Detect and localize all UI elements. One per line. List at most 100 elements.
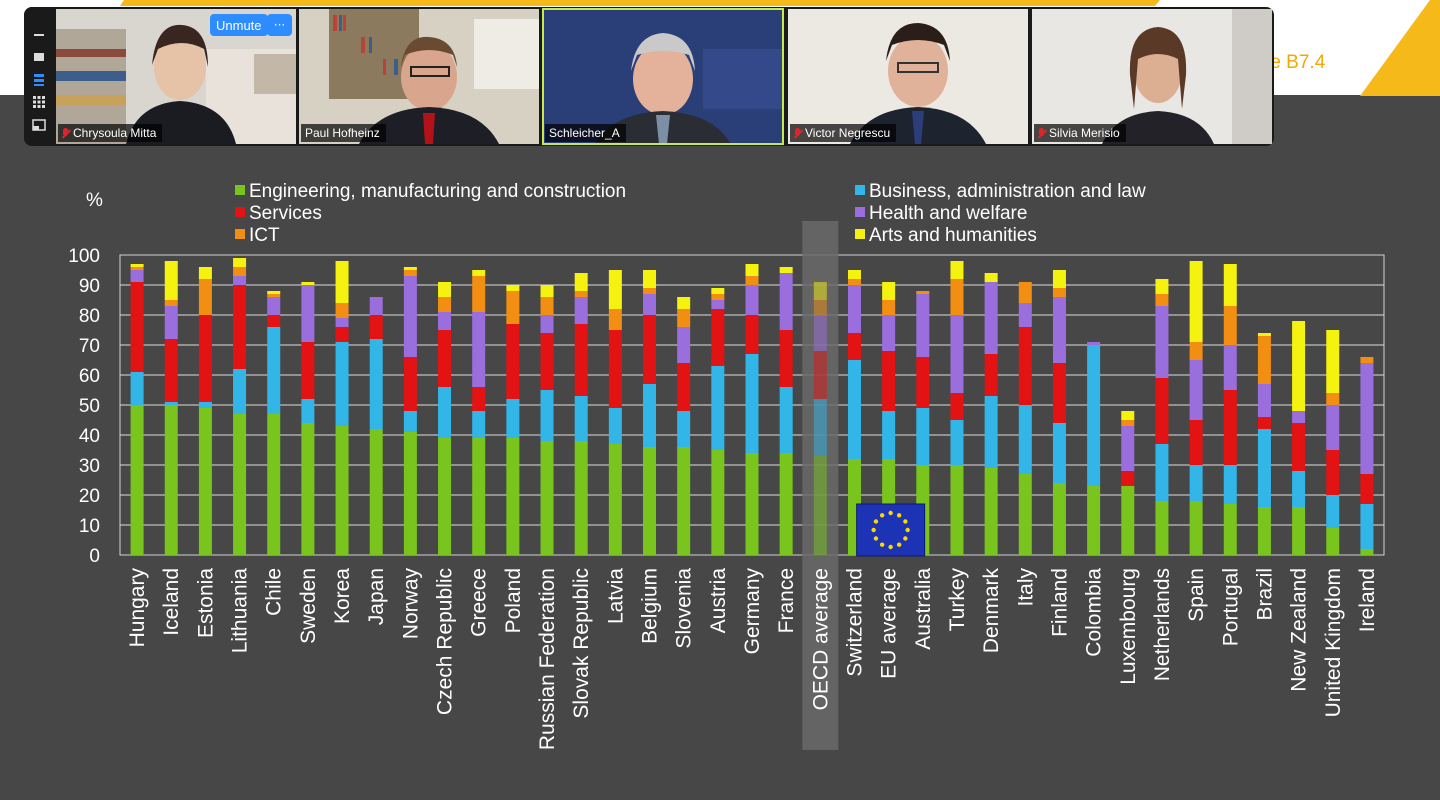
bar-segment — [643, 270, 657, 288]
minimize-icon[interactable] — [31, 27, 47, 43]
bar-segment — [779, 387, 793, 453]
bar-segment — [301, 342, 315, 399]
bar-segment — [1121, 471, 1135, 486]
unmute-button[interactable]: Unmute — [210, 14, 268, 36]
strip-view-icon[interactable] — [31, 71, 47, 87]
bar-segment — [1257, 417, 1271, 429]
bar-segment — [1360, 363, 1374, 474]
bar-segment — [847, 270, 861, 279]
eu-flag-star — [905, 527, 910, 533]
bar-segment — [267, 297, 281, 315]
category-label: Colombia — [1083, 568, 1106, 657]
bar-segment — [813, 300, 827, 315]
bar-segment — [1326, 495, 1340, 528]
participant-tile-1[interactable]: Chrysoula Mitta — [56, 9, 296, 144]
category-label: Russian Federation — [536, 568, 559, 750]
bar-segment — [1121, 426, 1135, 471]
legend-label: Services — [249, 203, 322, 224]
bar-segment — [1223, 504, 1237, 555]
eu-flag-star — [888, 544, 893, 550]
view-toolbar — [24, 7, 54, 146]
eu-flag-star — [896, 542, 902, 547]
bar-segment — [267, 327, 281, 414]
bar-segment — [950, 465, 964, 555]
bar-segment — [950, 393, 964, 420]
bar-segment — [882, 300, 896, 315]
eu-flag-star — [879, 542, 885, 547]
eu-flag-star — [873, 536, 879, 541]
participant-tile-2[interactable]: Paul Hofheinz — [299, 9, 539, 144]
bar-segment — [369, 315, 383, 339]
category-label: Brazil — [1253, 568, 1276, 621]
participant-name: Chrysoula Mitta — [73, 126, 157, 140]
bar-segment — [1189, 420, 1203, 465]
eu-flag-star — [903, 519, 908, 524]
bar-segment — [369, 339, 383, 429]
bar-segment — [1257, 333, 1271, 336]
category-label: Czech Republic — [434, 568, 457, 715]
legend-swatch — [855, 229, 865, 239]
bar-segment — [1360, 474, 1374, 504]
category-label: Portugal — [1219, 568, 1242, 646]
legend-swatch — [855, 207, 865, 217]
bar-segment — [574, 324, 588, 396]
bar-segment — [1087, 345, 1101, 486]
bar-segment — [506, 438, 520, 555]
category-label: Netherlands — [1151, 568, 1174, 681]
bar-segment — [267, 315, 281, 327]
participant-tile-3-active-speaker[interactable]: Schleicher_A — [542, 8, 784, 145]
bar-segment — [267, 294, 281, 297]
bar-segment — [198, 408, 212, 555]
bar-segment — [369, 429, 383, 555]
bar-segment — [608, 270, 622, 309]
category-label: Slovenia — [673, 568, 696, 649]
category-label: Austria — [707, 568, 730, 634]
bar-segment — [643, 294, 657, 315]
bar-segment — [847, 285, 861, 333]
bar-segment — [130, 282, 144, 372]
participant-video — [788, 9, 1028, 144]
bar-segment — [335, 327, 349, 342]
bar-segment — [301, 423, 315, 555]
bar-segment — [1087, 486, 1101, 555]
bar-segment — [198, 402, 212, 408]
bar-segment — [950, 279, 964, 315]
participant-tile-5[interactable]: Silvia Merisio — [1032, 9, 1272, 144]
bar-segment — [506, 291, 520, 324]
yellow-triangle-right — [1360, 0, 1440, 96]
participant-tile-4[interactable]: Victor Negrescu — [788, 9, 1028, 144]
bar-segment — [711, 288, 725, 294]
gallery-view-icon[interactable] — [31, 94, 47, 110]
bar-segment — [677, 297, 691, 309]
bar-segment — [1326, 450, 1340, 495]
category-label: Slovak Republic — [570, 568, 593, 719]
y-tick-label: 10 — [79, 516, 100, 537]
bar-segment — [984, 273, 998, 282]
bar-segment — [1257, 336, 1271, 384]
bar-segment — [267, 414, 281, 555]
category-label: United Kingdom — [1322, 568, 1345, 717]
y-tick-label: 20 — [79, 486, 100, 507]
bar-segment — [813, 315, 827, 351]
bar-segment — [677, 309, 691, 327]
bar-segment — [438, 387, 452, 438]
bar-segment — [1018, 405, 1032, 474]
bar-segment — [1223, 390, 1237, 465]
eu-flag-star — [871, 527, 876, 533]
more-options-button[interactable]: ··· — [267, 14, 292, 36]
bar-segment — [301, 282, 315, 285]
category-label: France — [775, 568, 798, 633]
bar-segment — [1292, 507, 1306, 555]
bar-segment — [813, 351, 827, 399]
legend-label: ICT — [249, 225, 280, 246]
bar-segment — [540, 297, 554, 315]
bar-segment — [1018, 282, 1032, 303]
bar-segment — [369, 297, 383, 315]
bar-segment — [1326, 528, 1340, 555]
bar-segment — [438, 297, 452, 312]
slide-accent-shape — [120, 0, 1440, 96]
category-label: Finland — [1048, 568, 1071, 637]
bar-segment — [813, 399, 827, 456]
pip-view-icon[interactable] — [31, 117, 47, 133]
speaker-view-icon[interactable] — [31, 49, 47, 65]
